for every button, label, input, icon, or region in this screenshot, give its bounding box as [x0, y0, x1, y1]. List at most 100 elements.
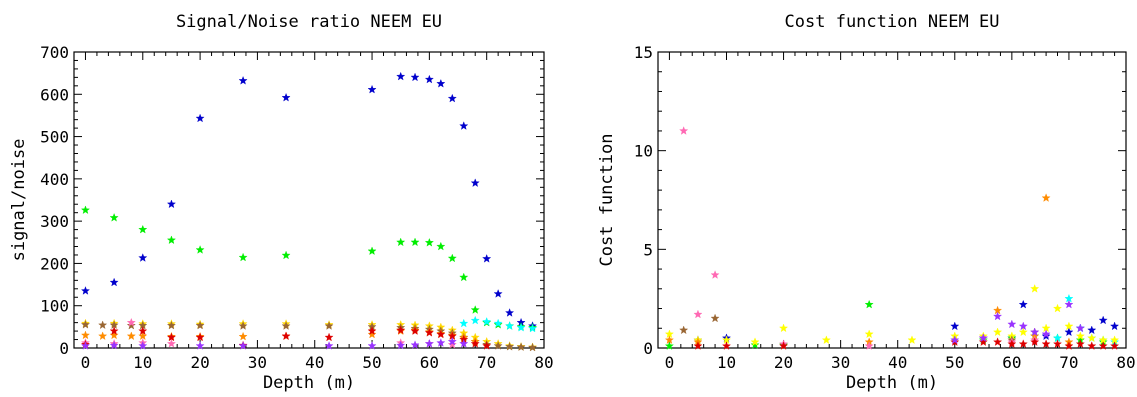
data-point [1087, 341, 1097, 350]
data-point [693, 341, 703, 350]
x-tick-label: 70 [1059, 353, 1078, 372]
x-tick-label: 40 [888, 353, 907, 372]
data-point [396, 340, 406, 350]
data-point [493, 289, 503, 298]
data-point [993, 337, 1003, 346]
data-point [750, 340, 760, 349]
data-point [126, 317, 136, 327]
data-point [195, 113, 205, 123]
chart-signal-noise: Signal/Noise ratio NEEM EU Depth (m) signa… [9, 12, 554, 393]
x-tick-label: 0 [665, 353, 675, 372]
data-point [238, 321, 248, 330]
y-axis-label: Cost function [597, 133, 617, 266]
data-point [1030, 327, 1040, 337]
data-point [447, 336, 457, 346]
data-point [470, 178, 480, 187]
data-point [109, 212, 119, 222]
x-tick-label: 50 [362, 353, 381, 372]
data-point [1018, 339, 1028, 348]
data-point [238, 75, 248, 85]
data-point [281, 321, 291, 330]
data-point [864, 329, 874, 339]
x-tick-label: 30 [831, 353, 850, 372]
data-point [459, 338, 469, 348]
y-tick-label: 200 [40, 254, 69, 273]
x-tick-label: 0 [81, 353, 91, 372]
x-tick-label: 10 [717, 353, 736, 372]
data-point [505, 341, 515, 351]
data-point [1087, 325, 1097, 335]
data-point [470, 315, 480, 325]
series-2 [1052, 293, 1120, 346]
data-point [505, 308, 515, 317]
data-point [459, 272, 469, 282]
data-point [710, 313, 720, 323]
data-point [978, 333, 988, 342]
data-point [80, 341, 91, 350]
data-point [1052, 339, 1063, 348]
data-point [527, 323, 538, 333]
data-point [238, 252, 248, 262]
data-point [679, 126, 689, 135]
data-point [482, 254, 492, 263]
data-point [721, 341, 732, 350]
data-point [1064, 321, 1074, 331]
data-point [138, 326, 148, 335]
data-point [864, 299, 874, 309]
data-point [950, 335, 960, 344]
data-point [447, 253, 457, 263]
data-point [1064, 299, 1074, 309]
data-point [396, 325, 406, 335]
data-point [750, 337, 760, 346]
x-tick-label: 20 [774, 353, 793, 372]
plot-frame [657, 51, 1127, 349]
data-point [324, 341, 334, 350]
data-point [80, 286, 91, 295]
data-point [447, 339, 457, 349]
y-tick-label: 0 [643, 339, 653, 358]
data-point [693, 309, 703, 319]
data-point [459, 121, 469, 130]
data-point [410, 340, 420, 349]
data-point [80, 319, 91, 329]
data-point [166, 199, 176, 209]
data-point [470, 339, 480, 348]
data-point [195, 245, 205, 254]
series-3 [80, 318, 538, 352]
data-point [424, 338, 434, 348]
data-point [195, 341, 205, 350]
data-point [138, 253, 148, 262]
series-0 [80, 71, 538, 330]
y-tick-label: 0 [59, 339, 69, 358]
series-3 [664, 284, 1120, 346]
data-point [493, 341, 503, 350]
x-axis-label: Depth (m) [846, 373, 938, 393]
data-point [664, 335, 674, 344]
x-tick-label: 70 [477, 353, 496, 372]
data-point [1030, 284, 1040, 293]
data-point [1064, 341, 1074, 350]
data-point [281, 92, 291, 102]
data-point [1041, 193, 1051, 202]
y-tick-label: 10 [634, 142, 653, 161]
data-point [367, 329, 377, 339]
data-point [166, 332, 176, 342]
data-point [166, 339, 176, 348]
data-point [410, 237, 420, 247]
data-point [516, 322, 526, 332]
x-tick-label: 60 [1002, 353, 1021, 372]
data-point [1052, 303, 1063, 313]
data-point [98, 320, 108, 330]
data-point [993, 311, 1003, 321]
data-point [1007, 319, 1017, 329]
data-point [447, 93, 457, 103]
series-4 [80, 319, 538, 352]
x-tick-label: 10 [133, 353, 152, 372]
data-point [1110, 341, 1120, 350]
data-point [978, 337, 988, 346]
data-point [1075, 339, 1085, 348]
y-tick-label: 5 [643, 240, 653, 259]
data-point [821, 335, 831, 344]
data-point [281, 250, 291, 260]
data-point [679, 325, 689, 335]
